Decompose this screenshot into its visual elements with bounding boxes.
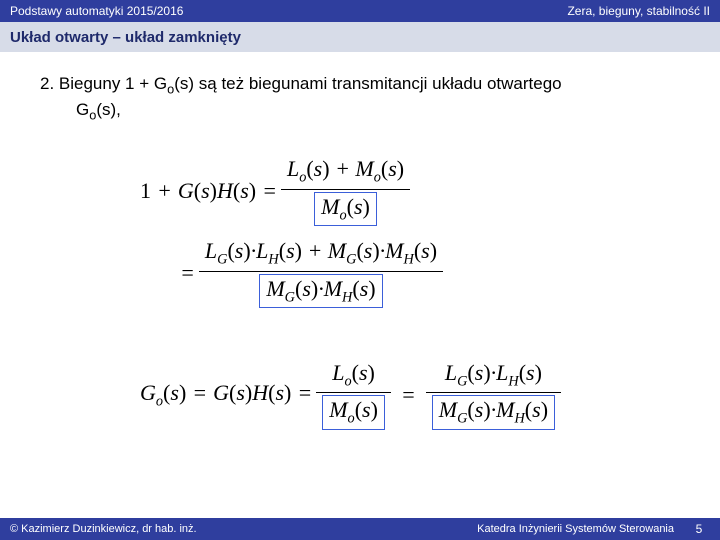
eq2-num: LG(s)·LH(s) + MG(s)·MH(s) bbox=[199, 236, 443, 270]
eq3-f2-den-box: MG(s)·MH(s) bbox=[432, 395, 555, 429]
eq3-f1-den-box: Mo(s) bbox=[322, 395, 385, 429]
eq3-frac2: LG(s)·LH(s) MG(s)·MH(s) bbox=[426, 358, 561, 432]
equation-3: Go(s)=G(s)H(s)= Lo(s) Mo(s) = LG(s)·LH(s… bbox=[140, 358, 650, 432]
header-left: Podstawy automatyki 2015/2016 bbox=[10, 4, 183, 18]
section-title-bar: Układ otwarty – układ zamknięty bbox=[0, 22, 720, 52]
point-2-text: 2. Bieguny 1 + Go(s) są też biegunami tr… bbox=[40, 72, 690, 124]
header-bar: Podstawy automatyki 2015/2016 Zera, bieg… bbox=[0, 0, 720, 22]
eq1-den: Mo(s) bbox=[308, 190, 383, 228]
point-line2b: (s), bbox=[96, 100, 121, 119]
content-area: 2. Bieguny 1 + Go(s) są też biegunami tr… bbox=[0, 52, 720, 450]
point-line2a: G bbox=[76, 100, 89, 119]
eq3-f1-num: Lo(s) bbox=[326, 358, 381, 392]
eq1-den-box: Mo(s) bbox=[314, 192, 377, 226]
eq2-lhs: = bbox=[180, 260, 195, 286]
eq1-num: Lo(s) + Mo(s) bbox=[281, 154, 410, 188]
eq2-fraction: LG(s)·LH(s) + MG(s)·MH(s) MG(s)·MH(s) bbox=[199, 236, 443, 310]
eq3-f1-den: Mo(s) bbox=[316, 393, 391, 431]
equation-2: = LG(s)·LH(s) + MG(s)·MH(s) MG(s)·MH(s) bbox=[180, 236, 650, 310]
eq1-lhs: 1+G(s)H(s)= bbox=[140, 178, 277, 204]
eq3-mid: = bbox=[401, 382, 416, 408]
equations: 1+G(s)H(s)= Lo(s) + Mo(s) Mo(s) = LG(s)·… bbox=[40, 154, 690, 431]
point-mid1: (s) są też biegunami transmitancji układ… bbox=[174, 74, 561, 93]
footer-bar: © Kazimierz Duzinkiewicz, dr hab. inż. K… bbox=[0, 518, 720, 540]
eq2-den-box: MG(s)·MH(s) bbox=[259, 274, 382, 308]
section-title: Układ otwarty – układ zamknięty bbox=[10, 29, 241, 46]
eq3-f2-den: MG(s)·MH(s) bbox=[426, 393, 561, 431]
header-right: Zera, bieguny, stabilność II bbox=[567, 4, 710, 18]
point-prefix: 2. Bieguny 1 + G bbox=[40, 74, 167, 93]
equation-1: 1+G(s)H(s)= Lo(s) + Mo(s) Mo(s) bbox=[140, 154, 650, 228]
eq1-fraction: Lo(s) + Mo(s) Mo(s) bbox=[281, 154, 410, 228]
footer-right: Katedra Inżynierii Systemów Sterowania bbox=[477, 523, 674, 535]
eq3-lhs: Go(s)=G(s)H(s)= bbox=[140, 380, 312, 410]
page-number: 5 bbox=[688, 522, 710, 536]
footer-left: © Kazimierz Duzinkiewicz, dr hab. inż. bbox=[10, 523, 197, 535]
eq2-den: MG(s)·MH(s) bbox=[253, 272, 388, 310]
eq3-frac1: Lo(s) Mo(s) bbox=[316, 358, 391, 432]
eq3-f2-num: LG(s)·LH(s) bbox=[439, 358, 548, 392]
